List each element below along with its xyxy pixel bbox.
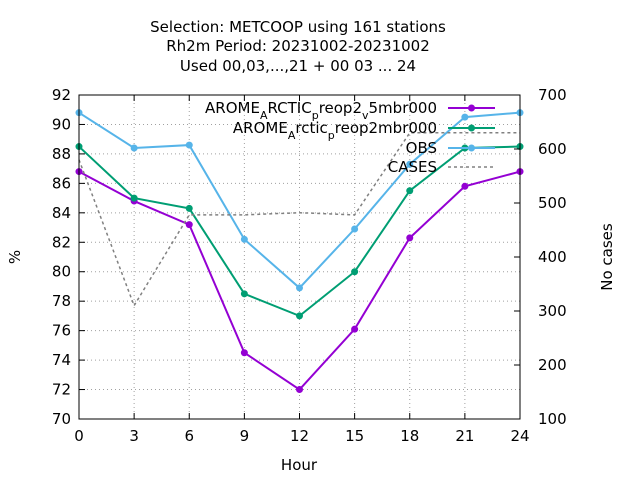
series-1-point xyxy=(406,234,414,242)
series-3-point xyxy=(406,160,414,168)
y2-tick-label: 500 xyxy=(538,194,567,212)
series-3-point xyxy=(240,235,248,243)
x-tick-label: 6 xyxy=(184,427,194,445)
x-tick-label: 21 xyxy=(455,427,474,445)
series-line-1 xyxy=(78,170,521,391)
legend-label-part: rctic xyxy=(295,119,327,137)
legend-label-1: AROMEARCTICpreop2v5mbr000 xyxy=(205,99,437,122)
series-1-point xyxy=(296,386,303,394)
legend-marker-1 xyxy=(468,104,475,112)
y-axis-label: % xyxy=(6,250,24,264)
plot-series xyxy=(75,109,524,394)
legend-marker-2 xyxy=(468,124,475,132)
series-2-point xyxy=(296,312,303,320)
series-2-point xyxy=(130,194,138,202)
series-2-point xyxy=(185,204,193,212)
grid xyxy=(79,95,520,419)
legend: AROMEARCTICpreop2v5mbr000AROMEArcticpreo… xyxy=(205,99,495,176)
y-tick-label: 70 xyxy=(52,410,71,428)
axis-ticks: 0 3 6 9 12 15 18 21 24 70 72 74 76 78 80 82 84 86 88 90 92 10… xyxy=(52,86,567,445)
legend-label-part: RCTIC xyxy=(267,99,311,117)
y-tick-label: 88 xyxy=(52,145,71,163)
title-line-1: Selection: METCOOP using 161 stations xyxy=(150,18,446,36)
y-tick-label: 82 xyxy=(52,233,71,251)
series-3-point xyxy=(351,225,359,233)
legend-label-part: reop2 xyxy=(319,99,362,117)
series-1-point xyxy=(351,325,359,333)
x-tick-label: 15 xyxy=(345,427,364,445)
x-tick-label: 18 xyxy=(400,427,419,445)
legend-label-part: p xyxy=(312,109,319,122)
legend-label-2: AROMEArcticpreop2mbr000 xyxy=(233,119,437,142)
legend-marker-3 xyxy=(468,144,475,152)
chart-title: Selection: METCOOP using 161 stations Rh… xyxy=(150,18,446,75)
series-2-point xyxy=(351,268,359,276)
y-tick-label: 76 xyxy=(52,322,71,340)
series-1-point xyxy=(461,182,469,190)
title-line-2: Rh2m Period: 20231002-20231002 xyxy=(166,37,430,55)
y-tick-label: 84 xyxy=(52,204,71,222)
y-tick-label: 78 xyxy=(52,292,71,310)
x-tick-label: 9 xyxy=(240,427,250,445)
y-tick-label: 80 xyxy=(52,263,71,281)
x-tick-label: 24 xyxy=(510,427,529,445)
legend-label-part: CASES xyxy=(388,158,437,176)
legend-label-part: p xyxy=(328,129,335,142)
y-tick-label: 72 xyxy=(52,381,71,399)
y-tick-label: 92 xyxy=(52,86,71,104)
legend-label-part: A xyxy=(288,129,296,142)
y2-tick-label: 700 xyxy=(538,86,567,104)
legend-label-part: reop2mbr000 xyxy=(335,119,437,137)
y-tick-label: 86 xyxy=(52,174,71,192)
y2-tick-label: 100 xyxy=(538,410,567,428)
y2-tick-label: 400 xyxy=(538,248,567,266)
series-2-point xyxy=(406,187,414,195)
series-3-point xyxy=(130,144,138,152)
legend-label-part: AROME xyxy=(233,119,288,137)
x-axis-label: Hour xyxy=(281,456,318,474)
y2-tick-label: 600 xyxy=(538,140,567,158)
legend-label-part: AROME xyxy=(205,99,260,117)
y2-tick-label: 200 xyxy=(538,356,567,374)
y2-axis-label: No cases xyxy=(598,223,616,291)
series-3-point xyxy=(461,113,469,121)
legend-label-part: 5mbr000 xyxy=(369,99,437,117)
x-tick-label: 0 xyxy=(74,427,84,445)
legend-label-3: OBS xyxy=(406,139,437,157)
series-2-point xyxy=(240,290,248,298)
legend-label-part: v xyxy=(362,109,369,122)
legend-label-part: OBS xyxy=(406,139,437,157)
series-3-point xyxy=(296,284,303,292)
legend-label-part: A xyxy=(260,109,268,122)
y2-tick-label: 300 xyxy=(538,302,567,320)
title-line-3: Used 00,03,...,21 + 00 03 ... 24 xyxy=(180,57,416,75)
series-1-point xyxy=(185,221,193,229)
y-tick-label: 90 xyxy=(52,115,71,133)
series-3-point xyxy=(185,141,193,149)
series-line-4 xyxy=(78,132,520,308)
x-tick-label: 12 xyxy=(290,427,309,445)
series-1-point xyxy=(240,349,248,357)
legend-label-4: CASES xyxy=(388,158,437,176)
x-tick-label: 3 xyxy=(129,427,139,445)
y-tick-label: 74 xyxy=(52,351,71,369)
